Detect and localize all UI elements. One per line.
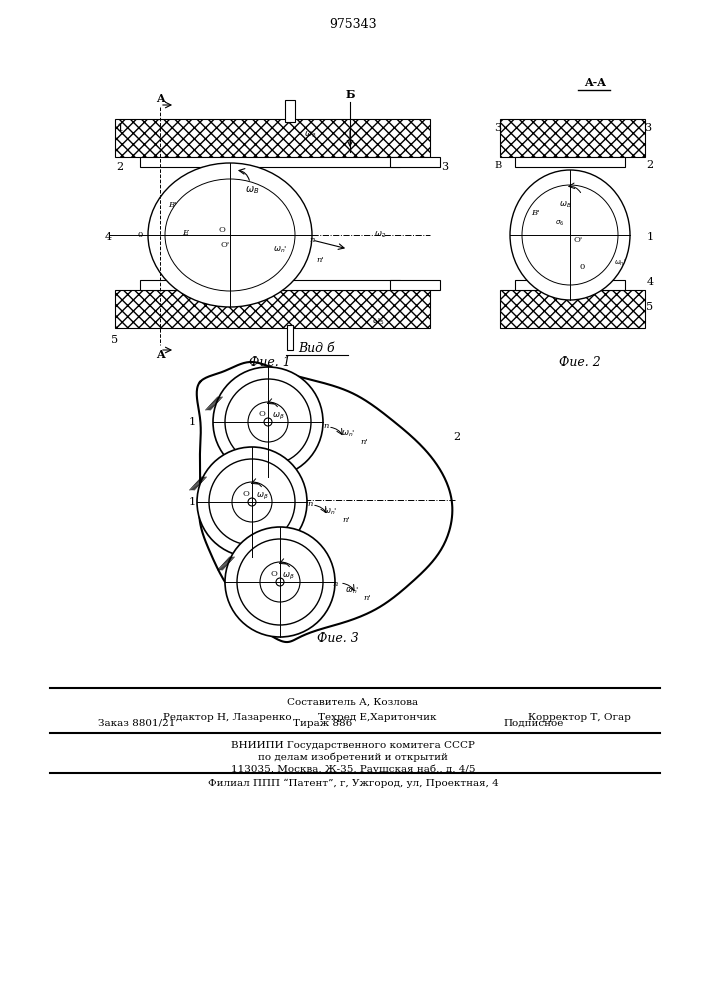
Bar (390, 157, 440, 167)
Text: 1: 1 (189, 417, 196, 427)
Text: $\omega_n$': $\omega_n$' (341, 429, 355, 439)
Text: $\omega_n$': $\omega_n$' (614, 258, 626, 268)
Text: Б: Б (345, 89, 355, 100)
Text: Редактор Н, Лазаренко: Редактор Н, Лазаренко (163, 714, 291, 722)
Text: E: E (182, 229, 188, 237)
Text: 4: 4 (105, 232, 112, 242)
Text: $\omega_B$: $\omega_B$ (245, 184, 259, 196)
Circle shape (248, 402, 288, 442)
Text: $\omega_\beta$: $\omega_\beta$ (271, 410, 284, 422)
Text: 4: 4 (646, 277, 653, 287)
Text: A: A (156, 349, 164, 360)
Text: O': O' (573, 236, 583, 244)
Text: Фие. 2: Фие. 2 (559, 356, 601, 368)
Bar (140, 280, 400, 290)
Text: n': n' (363, 594, 370, 602)
Text: 5: 5 (646, 302, 653, 312)
Text: Вид б: Вид б (298, 342, 334, 355)
Bar (515, 157, 625, 167)
Text: $\omega_5$: $\omega_5$ (372, 317, 384, 327)
Text: 1: 1 (646, 232, 653, 242)
Text: O': O' (221, 241, 230, 249)
Text: n: n (310, 236, 315, 244)
Text: $\omega_n$': $\omega_n$' (273, 245, 287, 255)
Text: ВНИИПИ Государственного комитега СССР: ВНИИПИ Государственного комитега СССР (231, 740, 475, 750)
Text: $\omega_n$': $\omega_n$' (323, 507, 337, 517)
Ellipse shape (510, 170, 630, 300)
Text: Подписное: Подписное (503, 718, 563, 728)
Bar (115, 290, 430, 328)
Circle shape (260, 562, 300, 602)
Text: B: B (494, 160, 502, 169)
Text: A-A: A-A (584, 77, 606, 88)
Bar (500, 119, 645, 157)
Bar (500, 290, 645, 328)
Ellipse shape (165, 179, 295, 291)
Bar (515, 280, 625, 290)
Circle shape (237, 539, 323, 625)
Bar (140, 157, 400, 167)
Circle shape (264, 418, 272, 426)
Text: $\omega_n$': $\omega_n$' (345, 586, 359, 596)
Bar (285, 100, 295, 122)
Text: $\omega_\beta$: $\omega_\beta$ (281, 570, 294, 582)
Circle shape (225, 527, 335, 637)
Bar (390, 280, 440, 290)
Text: $\omega_B$: $\omega_B$ (559, 200, 571, 210)
Text: Тираж 886: Тираж 886 (293, 718, 352, 728)
Text: 5: 5 (112, 335, 119, 345)
Ellipse shape (522, 185, 618, 285)
Text: n': n' (360, 438, 368, 446)
Circle shape (197, 447, 307, 557)
Text: n: n (308, 500, 312, 508)
Text: по делам изобретений и открытий: по делам изобретений и открытий (258, 752, 448, 762)
Text: $\omega_3$: $\omega_3$ (304, 130, 316, 140)
Text: 113035, Москва, Ж-35, Раушская наб,, д, 4/5: 113035, Москва, Ж-35, Раушская наб,, д, … (230, 764, 475, 774)
Text: B': B' (531, 209, 539, 217)
Text: 0: 0 (137, 231, 143, 239)
Text: 2: 2 (646, 160, 653, 170)
Text: 2: 2 (453, 432, 460, 442)
Text: n: n (332, 580, 338, 588)
Text: n: n (323, 422, 329, 430)
Bar (115, 119, 430, 157)
Text: O: O (259, 410, 265, 418)
Text: 1: 1 (189, 497, 196, 507)
Text: Фие. 3: Фие. 3 (317, 632, 359, 645)
Circle shape (225, 379, 311, 465)
Text: O: O (271, 570, 277, 578)
Text: 3: 3 (494, 123, 501, 133)
Text: O: O (218, 226, 226, 234)
Text: O: O (243, 490, 250, 498)
Text: Фие. 1: Фие. 1 (249, 356, 291, 368)
Text: Корректор Т, Огар: Корректор Т, Огар (528, 714, 631, 722)
Bar (287, 325, 293, 350)
Text: Заказ 8801/21: Заказ 8801/21 (98, 718, 175, 728)
Circle shape (232, 482, 272, 522)
Text: A: A (156, 93, 164, 104)
Text: $\omega_\beta$: $\omega_\beta$ (256, 490, 268, 502)
Text: 3: 3 (645, 123, 652, 133)
Text: 3: 3 (441, 162, 448, 172)
Text: 2: 2 (117, 162, 124, 172)
Text: $\omega_2$: $\omega_2$ (374, 230, 386, 240)
Text: 1: 1 (117, 123, 124, 133)
Text: Филиал ППП “Патент”, г, Ужгород, ул, Проектная, 4: Филиал ППП “Патент”, г, Ужгород, ул, Про… (208, 778, 498, 788)
Text: n': n' (342, 516, 350, 524)
Text: B': B' (168, 201, 176, 209)
Text: Техред Е,Харитончик: Техред Е,Харитончик (318, 714, 436, 722)
Circle shape (209, 459, 295, 545)
Text: n': n' (316, 256, 324, 264)
Circle shape (213, 367, 323, 477)
Text: 0: 0 (579, 263, 585, 271)
Text: Составитель А, Козлова: Составитель А, Козлова (288, 698, 419, 706)
Text: $\sigma_6$: $\sigma_6$ (556, 218, 565, 228)
Text: 975343: 975343 (329, 18, 377, 31)
Circle shape (276, 578, 284, 586)
Circle shape (248, 498, 256, 506)
Ellipse shape (148, 163, 312, 307)
